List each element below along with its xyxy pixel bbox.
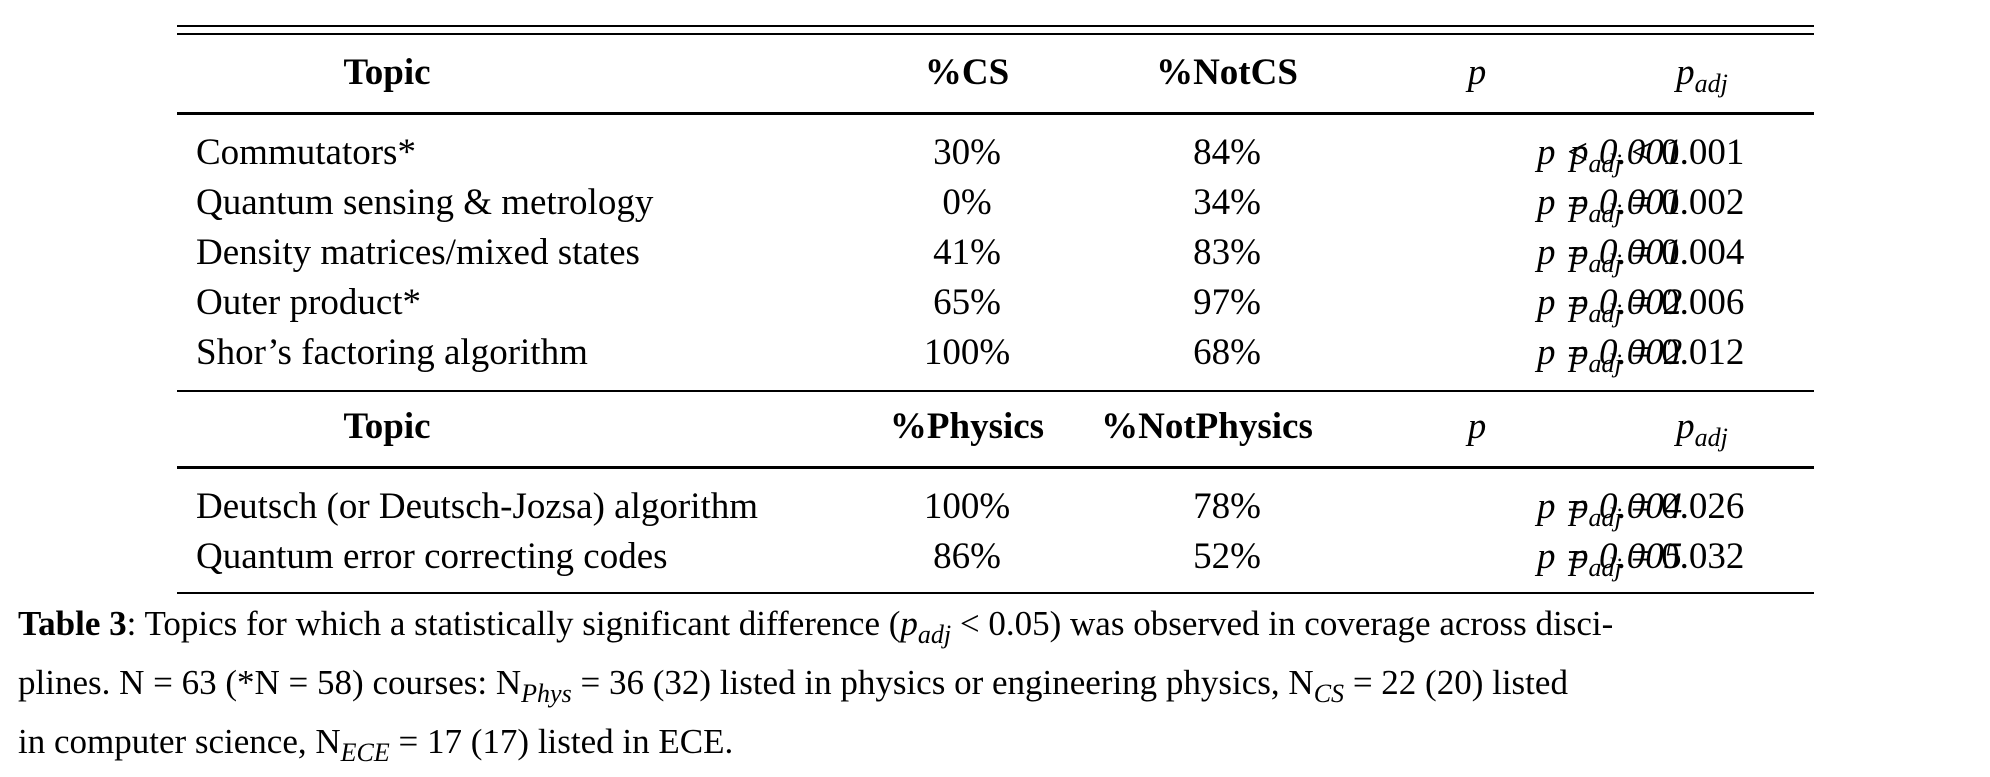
row-col-a: 100%: [867, 328, 1067, 378]
row-p-adj: padj < 0.001: [1570, 128, 1810, 178]
table-caption: Table 3: Topics for which a statisticall…: [18, 600, 1978, 777]
table-row: Quantum error correcting codes 86% 52% p…: [177, 532, 1814, 582]
section-divider: [177, 390, 1814, 392]
row-col-b: 68%: [1077, 328, 1377, 378]
header-col-a: %Physics: [867, 402, 1067, 452]
row-col-b: 78%: [1077, 482, 1377, 532]
header-rule-1: [177, 112, 1814, 115]
bottom-rule: [177, 592, 1814, 594]
row-col-a: 86%: [867, 532, 1067, 582]
row-topic: Quantum sensing & metrology: [196, 178, 653, 228]
row-p-adj: padj = 0.002: [1570, 178, 1810, 228]
row-p-adj: padj = 0.006: [1570, 278, 1810, 328]
header-rule-2: [177, 466, 1814, 469]
row-col-a: 0%: [867, 178, 1067, 228]
row-topic: Shor’s factoring algorithm: [196, 328, 588, 378]
section1-header: Topic %CS %NotCS p padj: [177, 48, 1814, 98]
row-col-a: 100%: [867, 482, 1067, 532]
caption-label: Table 3: [18, 604, 127, 643]
header-p-adj: padj: [1597, 402, 1807, 452]
row-col-a: 30%: [867, 128, 1067, 178]
header-p: p: [1417, 402, 1537, 452]
row-col-b: 97%: [1077, 278, 1377, 328]
top-rule-1: [177, 25, 1814, 27]
header-topic: Topic: [177, 48, 597, 98]
row-p-adj: padj = 0.032: [1570, 532, 1810, 582]
row-col-b: 52%: [1077, 532, 1377, 582]
row-p-adj: padj = 0.012: [1570, 328, 1810, 378]
row-p-adj: padj = 0.026: [1570, 482, 1810, 532]
section2-header: Topic %Physics %NotPhysics p padj: [177, 402, 1814, 452]
row-col-b: 83%: [1077, 228, 1377, 278]
row-col-b: 34%: [1077, 178, 1377, 228]
table-row: Outer product* 65% 97% p = 0.002 padj = …: [177, 278, 1814, 328]
top-rule-2: [177, 33, 1814, 35]
header-col-b: %NotPhysics: [1057, 402, 1357, 452]
header-topic: Topic: [177, 402, 597, 452]
table-row: Quantum sensing & metrology 0% 34% p = 0…: [177, 178, 1814, 228]
row-topic: Commutators*: [196, 128, 416, 178]
header-col-b: %NotCS: [1077, 48, 1377, 98]
header-p-adj: padj: [1597, 48, 1807, 98]
row-col-b: 84%: [1077, 128, 1377, 178]
table-row: Shor’s factoring algorithm 100% 68% p = …: [177, 328, 1814, 378]
table-row: Commutators* 30% 84% p < 0.001 padj < 0.…: [177, 128, 1814, 178]
row-col-a: 41%: [867, 228, 1067, 278]
table-row: Density matrices/mixed states 41% 83% p …: [177, 228, 1814, 278]
row-topic: Outer product*: [196, 278, 421, 328]
row-p-adj: padj = 0.004: [1570, 228, 1810, 278]
table-row: Deutsch (or Deutsch-Jozsa) algorithm 100…: [177, 482, 1814, 532]
row-topic: Density matrices/mixed states: [196, 228, 640, 278]
header-p: p: [1417, 48, 1537, 98]
row-topic: Deutsch (or Deutsch-Jozsa) algorithm: [196, 482, 758, 532]
row-col-a: 65%: [867, 278, 1067, 328]
header-col-a: %CS: [867, 48, 1067, 98]
row-topic: Quantum error correcting codes: [196, 532, 668, 582]
